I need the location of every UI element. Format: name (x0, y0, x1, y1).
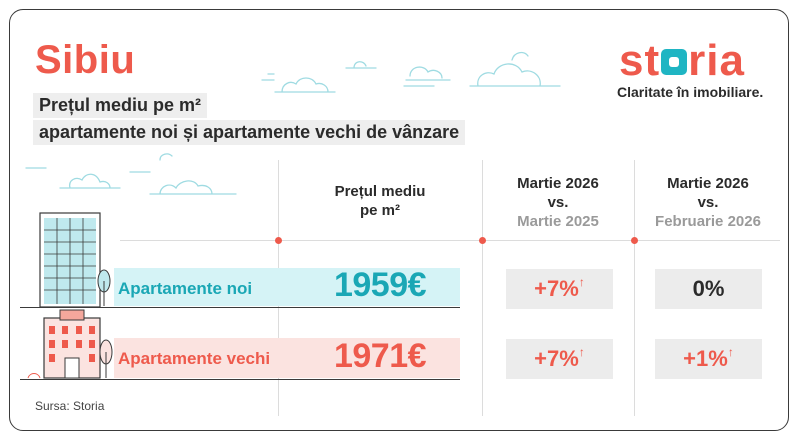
cloud-icon (274, 77, 336, 93)
row-label-new: Apartamente noi (118, 279, 253, 298)
subtitle-line-2: apartamente noi și apartamente vechi de … (33, 120, 466, 145)
column-header-line: vs. (697, 194, 719, 211)
column-header-line: Prețul mediu (334, 183, 426, 200)
city-title: Sibiu (35, 38, 136, 82)
divider-dot (631, 237, 638, 244)
cloud-icon (159, 153, 173, 161)
column-header-line: pe m² (359, 202, 400, 219)
change-value: 0% (692, 276, 725, 301)
logo-text-suffix: ria (688, 36, 745, 85)
arrow-up-icon: ↑ (727, 345, 734, 359)
arrow-up-icon: ↑ (578, 345, 585, 359)
brand-tagline: Claritate în imobiliare. (617, 84, 764, 100)
change-value: +7% (534, 346, 579, 371)
row-band-new (114, 268, 460, 306)
column-header-line: vs. (547, 194, 569, 211)
source-note: Sursa: Storia (35, 399, 105, 413)
price-new: 1959€ (333, 266, 427, 304)
arrow-up-icon: ↑ (578, 275, 585, 289)
change-value: +7% (534, 276, 579, 301)
new-building-icon (39, 212, 111, 308)
divider-dot (479, 237, 486, 244)
column-header-line: Martie 2026 (667, 175, 749, 192)
row-label-old: Apartamente vechi (118, 349, 271, 368)
column-divider (634, 160, 635, 416)
cloud-icon (469, 63, 561, 87)
storia-logo: st ria (619, 36, 745, 86)
price-old: 1971€ (333, 337, 427, 375)
header-divider (120, 240, 780, 241)
cloud-icon (345, 61, 377, 69)
change-box-old-yoy: +7%↑ (506, 339, 613, 379)
cloud-icon (511, 51, 529, 61)
cloud-icon (261, 73, 275, 81)
subtitle-line-1: Prețul mediu pe m² (33, 93, 208, 118)
divider-dot (275, 237, 282, 244)
cloud-icon (59, 173, 121, 189)
row-underline (20, 307, 460, 308)
column-header-line: Martie 2025 (517, 213, 599, 230)
column-header-mom: Martie 2026 vs. Februarie 2026 (640, 174, 776, 231)
cloud-icon (149, 180, 237, 195)
column-header-line: Martie 2026 (517, 175, 599, 192)
old-building-icon (27, 309, 113, 379)
logo-square-icon (661, 49, 688, 75)
change-box-new-yoy: +7%↑ (506, 269, 613, 309)
column-header-line: Februarie 2026 (655, 213, 761, 230)
change-box-new-mom: 0% (655, 269, 762, 309)
column-header-price: Prețul mediu pe m² (290, 182, 470, 220)
logo-text-prefix: st (619, 36, 661, 85)
cloud-icon (403, 66, 451, 87)
column-header-yoy: Martie 2026 vs. Martie 2025 (490, 174, 626, 231)
column-divider (482, 160, 483, 416)
row-band-old (114, 338, 460, 378)
row-underline (20, 379, 460, 380)
change-box-old-mom: +1%↑ (655, 339, 762, 379)
change-value: +1% (683, 346, 728, 371)
